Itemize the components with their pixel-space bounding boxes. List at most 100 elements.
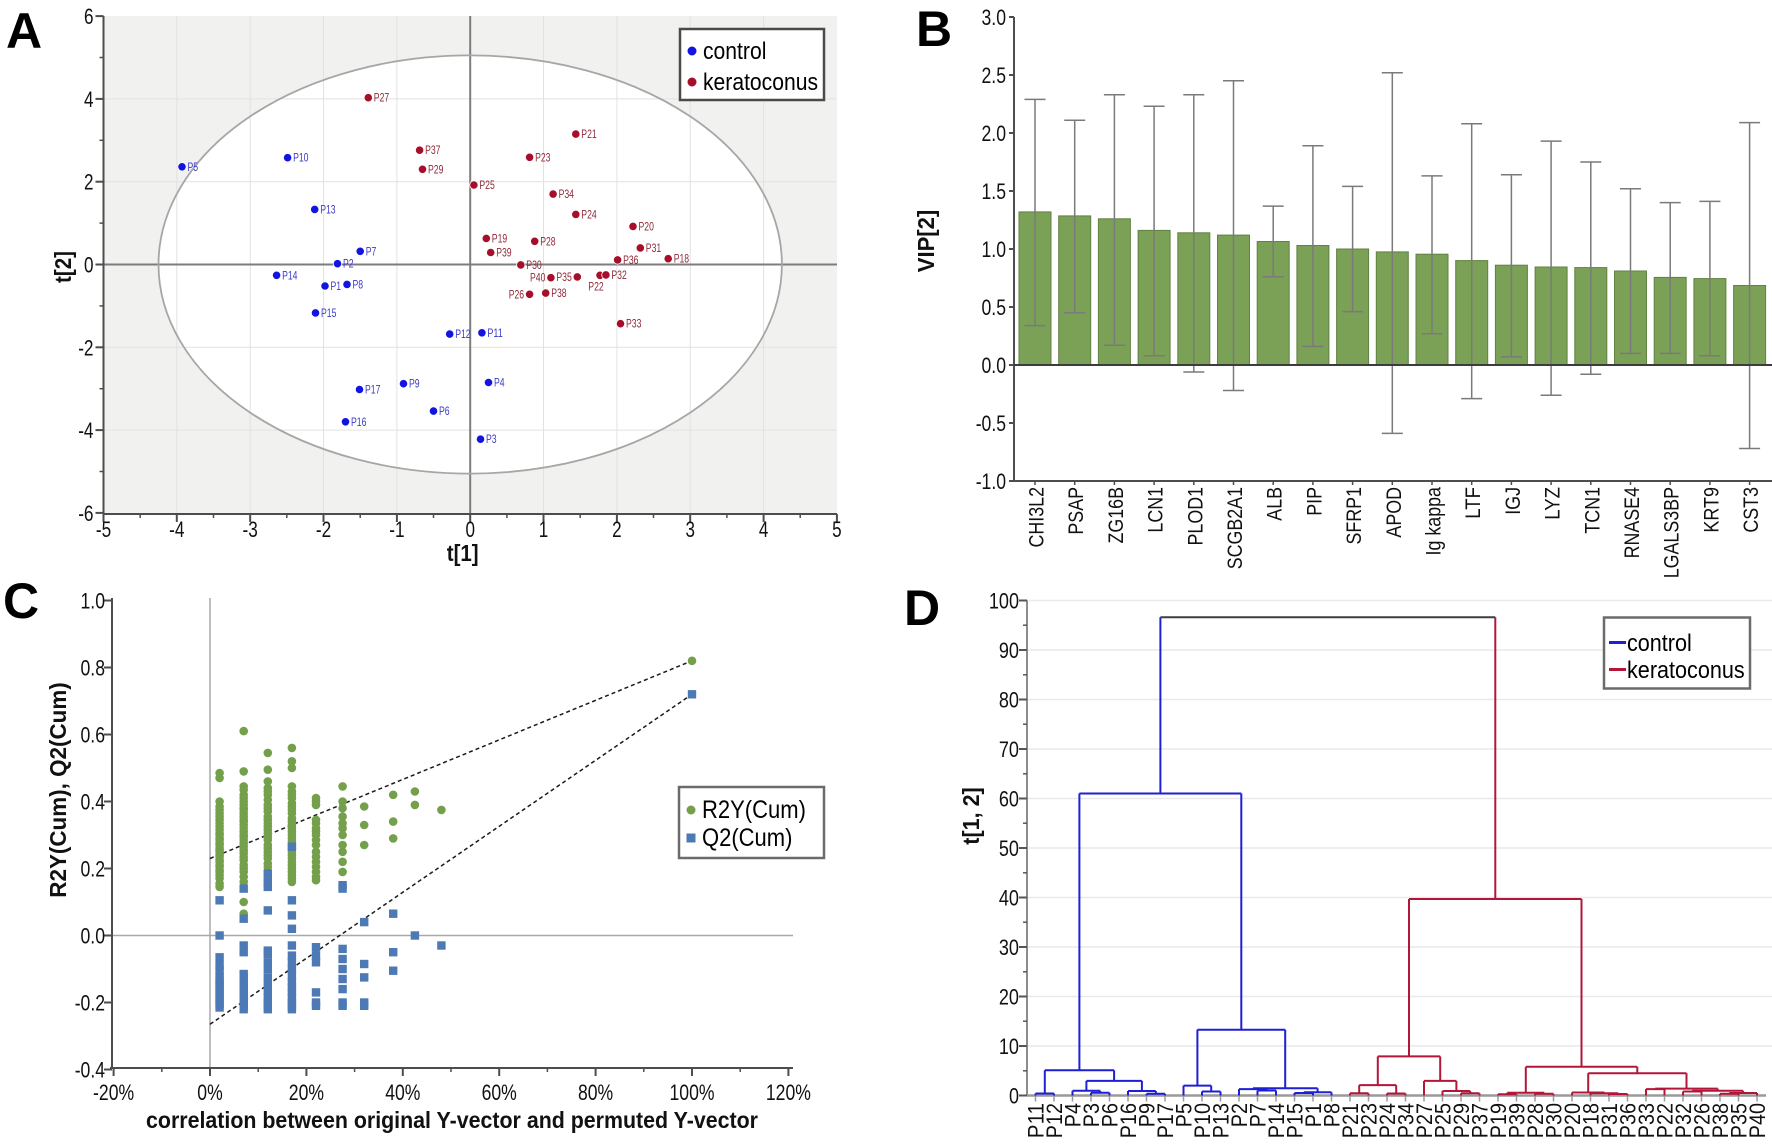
svg-text:P4: P4 [1061,1103,1086,1127]
svg-text:0: 0 [1009,1084,1019,1109]
svg-text:R2Y(Cum), Q2(Cum): R2Y(Cum), Q2(Cum) [45,682,71,897]
svg-text:CHI3L2: CHI3L2 [1026,487,1049,548]
svg-text:5: 5 [832,517,842,542]
svg-text:D: D [904,580,940,636]
svg-text:P33: P33 [626,317,642,331]
svg-text:50: 50 [999,836,1019,861]
svg-text:P5: P5 [1172,1103,1197,1127]
svg-text:20: 20 [999,985,1019,1010]
svg-text:P26: P26 [1690,1103,1715,1138]
svg-text:4: 4 [759,517,769,542]
svg-text:P24: P24 [581,207,597,221]
svg-text:0.8: 0.8 [81,656,106,681]
svg-text:P27: P27 [374,91,390,105]
svg-text:0: 0 [465,517,475,542]
svg-text:P7: P7 [366,244,377,258]
svg-text:t[1]: t[1] [447,540,479,566]
svg-text:B: B [916,1,952,57]
svg-text:P28: P28 [540,234,556,248]
svg-text:2.5: 2.5 [982,63,1007,88]
svg-text:P12: P12 [1042,1103,1067,1138]
svg-text:P34: P34 [559,187,575,201]
svg-text:P25: P25 [479,178,495,192]
svg-text:P1: P1 [1301,1103,1326,1127]
svg-text:70: 70 [999,737,1019,762]
svg-text:P11: P11 [1024,1103,1049,1138]
svg-text:keratoconus: keratoconus [703,69,818,96]
svg-text:P31: P31 [646,241,662,255]
svg-text:P4: P4 [494,376,505,390]
svg-text:R2Y(Cum): R2Y(Cum) [702,796,806,824]
svg-text:IGJ: IGJ [1502,487,1525,515]
svg-text:P14: P14 [1264,1103,1289,1138]
svg-text:P12: P12 [455,327,471,341]
svg-text:20%: 20% [289,1080,324,1105]
svg-text:P7: P7 [1246,1103,1271,1127]
svg-text:1: 1 [539,517,549,542]
svg-text:0%: 0% [197,1080,222,1105]
svg-text:P10: P10 [1190,1103,1215,1138]
svg-text:40%: 40% [385,1080,420,1105]
svg-text:P6: P6 [439,404,450,418]
svg-text:LCN1: LCN1 [1145,487,1168,533]
svg-text:P21: P21 [581,127,597,141]
svg-text:P37: P37 [1468,1103,1493,1138]
svg-text:10: 10 [999,1034,1019,1059]
svg-text:P19: P19 [492,231,508,245]
svg-text:P34: P34 [1394,1103,1419,1138]
svg-text:-4: -4 [169,517,184,542]
svg-text:P36: P36 [623,253,639,267]
svg-text:Ig kappa: Ig kappa [1423,487,1446,556]
svg-text:control: control [1627,630,1692,657]
svg-text:P1: P1 [331,279,342,293]
svg-text:0.0: 0.0 [982,353,1007,378]
svg-text:60%: 60% [482,1080,517,1105]
svg-text:LTF: LTF [1462,487,1485,519]
svg-text:P27: P27 [1412,1103,1437,1138]
svg-text:P28: P28 [1523,1103,1548,1138]
svg-text:P38: P38 [551,286,567,300]
svg-text:3.0: 3.0 [982,5,1007,30]
svg-text:P40: P40 [530,271,546,285]
svg-text:P32: P32 [611,268,627,282]
svg-text:P30: P30 [1542,1103,1567,1138]
svg-text:P5: P5 [188,160,199,174]
svg-text:P9: P9 [1135,1103,1160,1127]
svg-text:0.0: 0.0 [81,924,106,949]
svg-text:P3: P3 [1079,1103,1104,1127]
svg-text:P14: P14 [282,268,298,282]
svg-text:PIP: PIP [1303,487,1326,516]
svg-text:correlation between original Y: correlation between original Y-vector an… [146,1107,758,1133]
svg-text:P31: P31 [1597,1103,1622,1138]
svg-text:P36: P36 [1616,1103,1641,1138]
svg-text:120%: 120% [766,1080,811,1105]
svg-text:-2: -2 [316,517,331,542]
svg-text:P29: P29 [428,162,444,176]
svg-text:3: 3 [685,517,695,542]
svg-text:P16: P16 [1116,1103,1141,1138]
svg-text:40: 40 [999,886,1019,911]
svg-text:90: 90 [999,638,1019,663]
svg-text:1.0: 1.0 [982,237,1007,262]
svg-text:-4: -4 [78,418,93,443]
svg-text:LYZ: LYZ [1542,487,1565,520]
svg-text:P35: P35 [556,270,572,284]
svg-text:2.0: 2.0 [982,121,1007,146]
svg-text:control: control [703,38,766,65]
svg-text:P6: P6 [1098,1103,1123,1127]
svg-text:P25: P25 [1431,1103,1456,1138]
svg-text:6: 6 [84,4,94,29]
svg-text:P22: P22 [1653,1103,1678,1138]
svg-text:ALB: ALB [1264,487,1287,521]
svg-text:APOD: APOD [1383,487,1406,538]
svg-text:P20: P20 [1560,1103,1585,1138]
svg-text:P38: P38 [1708,1103,1733,1138]
svg-text:SCGB2A1: SCGB2A1 [1224,487,1247,569]
svg-text:t[1, 2]: t[1, 2] [958,787,984,844]
svg-text:-1: -1 [389,517,404,542]
svg-text:P17: P17 [365,383,381,397]
svg-text:keratoconus: keratoconus [1627,657,1745,684]
svg-text:0.4: 0.4 [81,790,106,815]
svg-text:P11: P11 [487,326,503,340]
svg-text:P39: P39 [496,246,512,260]
